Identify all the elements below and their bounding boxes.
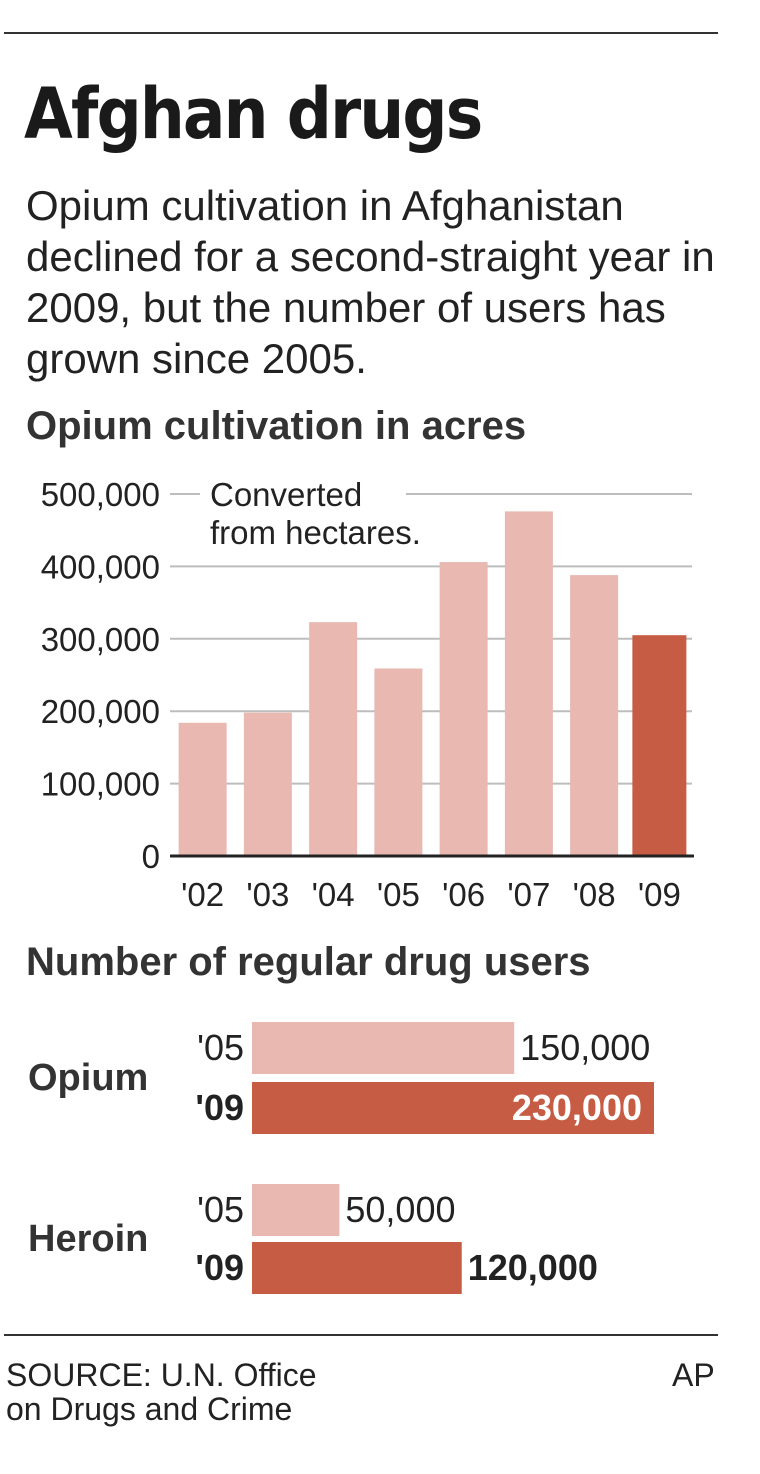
year-label: '05 [197, 1027, 244, 1068]
value-label: 150,000 [520, 1027, 650, 1068]
users-chart-title: Number of regular drug users [26, 940, 591, 984]
bar [504, 511, 553, 856]
chart-note-line-1: Converted [210, 476, 362, 513]
x-tick-label: '02 [181, 876, 224, 913]
value-label: 230,000 [512, 1087, 642, 1128]
y-tick-label: 0 [142, 838, 160, 875]
bar [632, 635, 687, 856]
x-tick-label: '03 [246, 876, 289, 913]
hbar [252, 1082, 654, 1134]
note-background [200, 472, 406, 558]
source-line-2: on Drugs and Crime [6, 1391, 293, 1427]
x-tick-label: '05 [377, 876, 420, 913]
x-tick-label: '07 [507, 876, 550, 913]
bar [178, 722, 227, 856]
bar [309, 622, 358, 856]
bar [243, 712, 292, 856]
x-tick-label: '08 [573, 876, 616, 913]
y-tick-label: 100,000 [41, 766, 160, 803]
graphic-title: Afghan drugs [24, 73, 483, 155]
y-tick-label: 200,000 [41, 693, 160, 730]
bar [374, 668, 423, 856]
source-note: SOURCE: U.N. Office on Drugs and Crime [6, 1358, 317, 1426]
bar [570, 575, 619, 856]
hbar [252, 1022, 515, 1074]
graphic-subtitle: Opium cultivation in Afghanistan decline… [26, 182, 715, 382]
cultivation-chart-title: Opium cultivation in acres [26, 404, 527, 448]
top-rule [4, 32, 718, 34]
y-tick-label: 400,000 [41, 548, 160, 585]
hbar [252, 1242, 462, 1294]
bottom-rule [4, 1334, 718, 1336]
cultivation-bar-chart: 0 100,000 200,000 300,000 400,000 500,000 Conv… [41, 472, 694, 913]
x-tick-label: '09 [638, 876, 681, 913]
year-label: '09 [195, 1247, 244, 1288]
bar [439, 562, 488, 856]
value-label: 50,000 [345, 1189, 455, 1230]
y-tick-label: 500,000 [41, 476, 160, 513]
year-label: '05 [197, 1189, 244, 1230]
group-label: Heroin [28, 1218, 148, 1260]
y-tick-label: 300,000 [41, 621, 160, 658]
hbar [252, 1184, 340, 1236]
chart-note-line-2: from hectares. [210, 514, 421, 551]
value-label: 120,000 [468, 1247, 598, 1288]
credit-ap: AP [672, 1357, 715, 1393]
x-tick-label: '04 [312, 876, 355, 913]
users-bar-chart: Opium '05 150,000 '09 230,000 Heroin '05 50,000… [28, 1022, 654, 1294]
group-label: Opium [28, 1057, 148, 1099]
source-line-1: SOURCE: U.N. Office [6, 1357, 317, 1393]
year-label: '09 [195, 1087, 244, 1128]
x-tick-label: '06 [442, 876, 485, 913]
